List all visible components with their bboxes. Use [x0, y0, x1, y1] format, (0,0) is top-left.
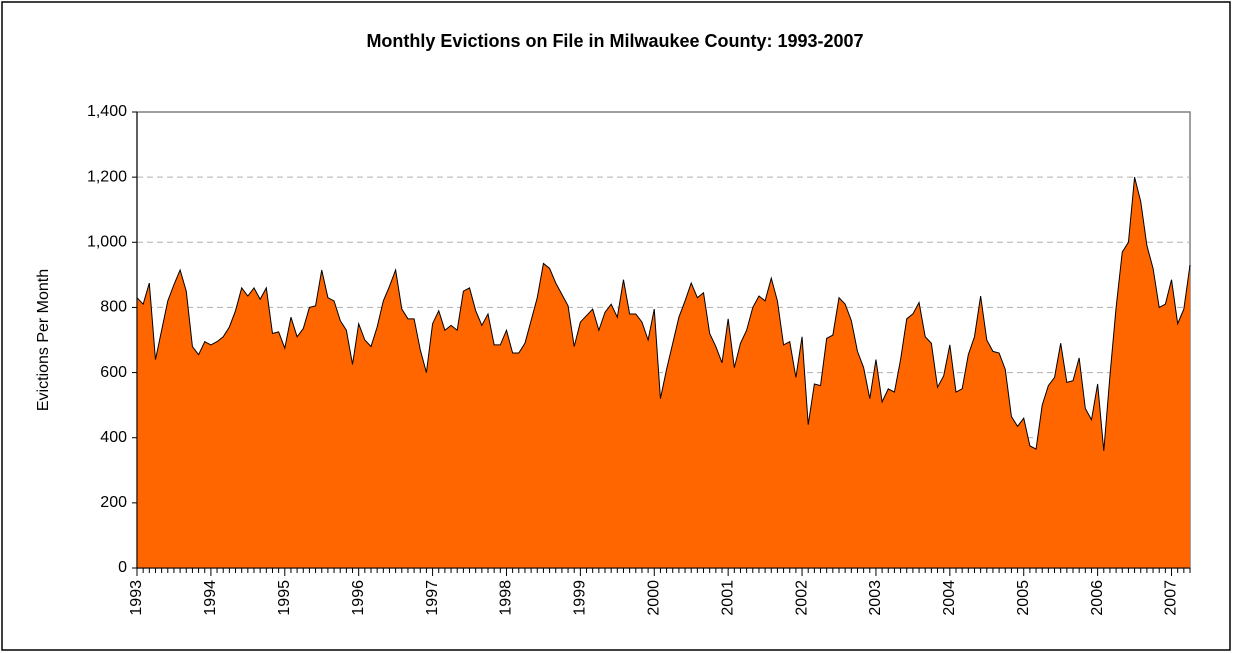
area-line [136, 177, 1191, 451]
x-tick-label: 2001 [719, 580, 736, 616]
x-tick-label: 2002 [793, 580, 810, 616]
x-tick-label: 2000 [645, 580, 662, 616]
x-tick-label: 2006 [1089, 580, 1106, 616]
y-tick-label: 400 [100, 429, 127, 446]
y-tick-label: 200 [100, 494, 127, 511]
x-tick-label: 1994 [202, 580, 219, 616]
y-tick-label: 600 [100, 364, 127, 381]
x-tick-label: 1998 [498, 580, 515, 616]
x-tick-label: 2007 [1163, 580, 1180, 616]
y-tick-label: 800 [100, 299, 127, 316]
x-tick-label: 1993 [128, 580, 145, 616]
area [137, 177, 1190, 568]
x-tick-label: 2004 [941, 580, 958, 616]
x-tick-label: 1997 [424, 580, 441, 616]
y-axis-label: Evictions Per Month [35, 269, 52, 411]
y-tick-label: 1,400 [87, 103, 127, 120]
chart-title: Monthly Evictions on File in Milwaukee C… [366, 31, 863, 51]
y-tick-label: 1,000 [87, 234, 127, 251]
x-tick-label: 2003 [867, 580, 884, 616]
x-tick-label: 2005 [1015, 580, 1032, 616]
y-tick-label: 1,200 [87, 168, 127, 185]
x-tick-label: 1995 [276, 580, 293, 616]
x-tick-label: 1996 [350, 580, 367, 616]
x-tick-label: 1999 [572, 580, 589, 616]
y-tick-label: 0 [118, 559, 127, 576]
